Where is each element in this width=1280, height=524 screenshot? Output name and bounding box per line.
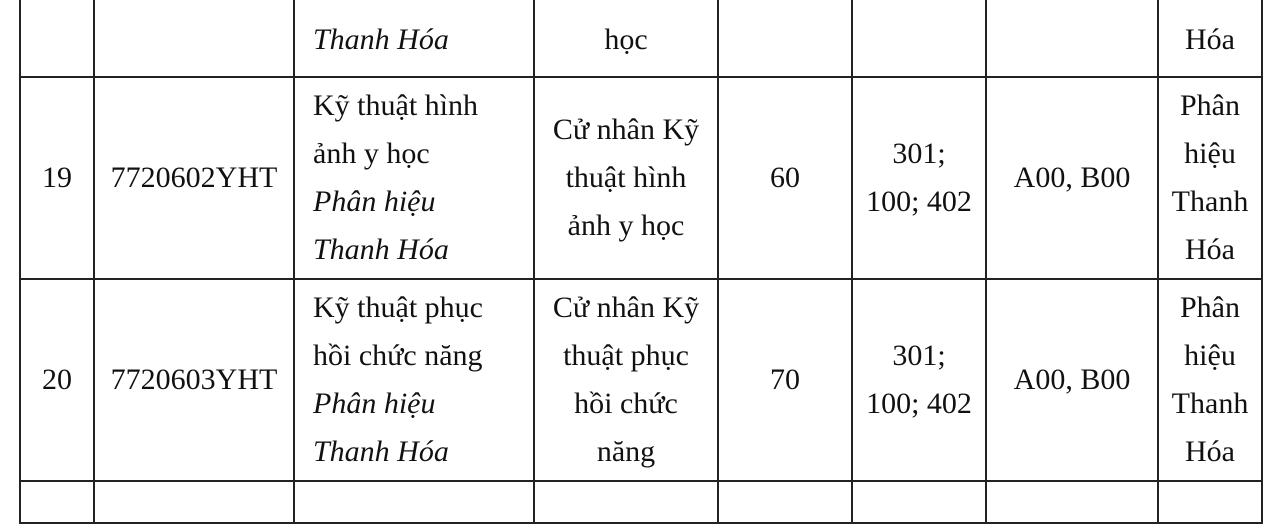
quota-cell: 60	[717, 76, 853, 280]
stt-cell: 20	[19, 278, 95, 482]
table-row: 20 7720603YHT Kỹ thuật phục hồi chức năn…	[19, 278, 1263, 482]
admissions-table: Thanh Hóa học Hóa 19 7720602YHT Kỹ thuật…	[19, 0, 1263, 524]
code-cell	[93, 0, 295, 78]
method-cell: 301; 100; 402	[851, 278, 987, 482]
degree-text: ảnh y học	[567, 209, 685, 242]
code-cell: 7720603YHT	[93, 278, 295, 482]
location-text: Thanh	[1171, 387, 1249, 420]
degree-cell: học	[533, 0, 719, 78]
name-text: Kỹ thuật phục	[313, 291, 483, 324]
location-text: Hóa	[1185, 233, 1235, 266]
empty-cell	[19, 480, 95, 524]
degree-text: thuật phục	[563, 339, 689, 372]
empty-cell	[533, 480, 719, 524]
name-text: hồi chức năng	[313, 339, 483, 372]
branch-text: Phân hiệu	[313, 387, 436, 420]
table-row: 19 7720602YHT Kỹ thuật hình ảnh y học Ph…	[19, 76, 1263, 280]
location-text: hiệu	[1184, 137, 1236, 170]
degree-text: hồi chức	[574, 387, 678, 420]
empty-cell	[293, 480, 535, 524]
stt-cell: 19	[19, 76, 95, 280]
combo-cell: A00, B00	[985, 278, 1159, 482]
branch-text: Phân hiệu	[313, 185, 436, 218]
method-text: 100; 402	[866, 387, 972, 420]
table-row: Thanh Hóa học Hóa	[19, 0, 1263, 78]
branch-text: Thanh Hóa	[313, 23, 449, 56]
quota-cell	[717, 0, 853, 78]
empty-cell	[1157, 480, 1263, 524]
method-text: 301;	[892, 137, 946, 170]
program-name-cell: Kỹ thuật phục hồi chức năng Phân hiệu Th…	[293, 278, 535, 482]
degree-text: Cử nhân Kỹ	[552, 291, 700, 324]
name-text: Kỹ thuật hình	[313, 89, 478, 122]
location-text: hiệu	[1184, 339, 1236, 372]
location-cell: Phân hiệu Thanh Hóa	[1157, 76, 1263, 280]
branch-text: Thanh Hóa	[313, 435, 449, 468]
empty-cell	[93, 480, 295, 524]
combo-cell: A00, B00	[985, 76, 1159, 280]
location-cell: Phân hiệu Thanh Hóa	[1157, 278, 1263, 482]
program-name-cell: Kỹ thuật hình ảnh y học Phân hiệu Thanh …	[293, 76, 535, 280]
stt-cell	[19, 0, 95, 78]
degree-text: Cử nhân Kỹ	[552, 113, 700, 146]
degree-text: thuật hình	[565, 161, 687, 194]
program-name-cell: Thanh Hóa	[293, 0, 535, 78]
method-text: 100; 402	[866, 185, 972, 218]
degree-text: học	[604, 23, 648, 56]
location-text: Thanh	[1171, 185, 1249, 218]
location-text: Hóa	[1185, 435, 1235, 468]
location-text: Hóa	[1185, 23, 1235, 56]
empty-cell	[851, 480, 987, 524]
method-cell	[851, 0, 987, 78]
location-cell: Hóa	[1157, 0, 1263, 78]
name-text: ảnh y học	[313, 137, 430, 170]
method-cell: 301; 100; 402	[851, 76, 987, 280]
degree-cell: Cử nhân Kỹ thuật phục hồi chức năng	[533, 278, 719, 482]
branch-text: Thanh Hóa	[313, 233, 449, 266]
method-text: 301;	[892, 339, 946, 372]
location-text: Phân	[1180, 291, 1240, 324]
empty-cell	[985, 480, 1159, 524]
combo-cell	[985, 0, 1159, 78]
quota-cell: 70	[717, 278, 853, 482]
degree-text: năng	[596, 435, 656, 468]
table-row	[19, 480, 1263, 524]
empty-cell	[717, 480, 853, 524]
code-cell: 7720602YHT	[93, 76, 295, 280]
degree-cell: Cử nhân Kỹ thuật hình ảnh y học	[533, 76, 719, 280]
location-text: Phân	[1180, 89, 1240, 122]
